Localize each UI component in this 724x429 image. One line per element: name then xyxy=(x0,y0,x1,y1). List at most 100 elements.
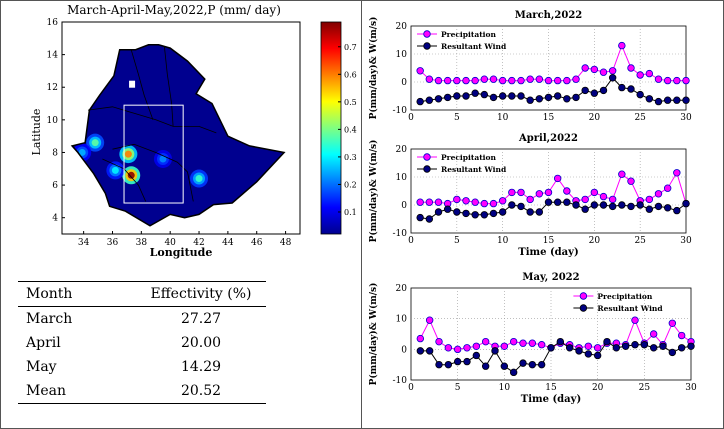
y-tick-label: 10 xyxy=(396,173,408,183)
precip-point xyxy=(535,190,544,198)
precip-point xyxy=(519,339,527,347)
wind-point xyxy=(500,362,509,370)
map-y-tick-label: 12 xyxy=(47,83,58,93)
y-tick-label: 10 xyxy=(396,315,408,325)
colorbar-tick-label: 0.6 xyxy=(344,70,357,79)
map-x-tick-label: 46 xyxy=(251,238,263,248)
precip-point xyxy=(517,188,525,197)
legend-marker xyxy=(423,153,431,161)
y-tick-label: -10 xyxy=(393,106,408,116)
precip-point xyxy=(631,316,639,324)
region-border xyxy=(164,46,174,127)
wind-point xyxy=(663,204,672,212)
header-effectivity: Effectivity (%) xyxy=(150,286,252,302)
wind-point xyxy=(535,208,544,216)
precip-point xyxy=(663,184,672,192)
wind-point xyxy=(673,96,681,104)
row-value: 27.27 xyxy=(180,311,222,327)
precip-point xyxy=(627,177,635,185)
map-title: March-April-May,2022,P (mm/ day) xyxy=(67,3,281,17)
wind-point xyxy=(519,359,527,367)
precip-point xyxy=(434,198,443,206)
precip-point xyxy=(645,69,654,78)
precip-point xyxy=(654,75,663,83)
wind-point xyxy=(590,201,599,209)
precip-point xyxy=(481,337,490,346)
x-tick-label: 30 xyxy=(680,113,692,123)
wind-point xyxy=(599,201,608,209)
precip-point xyxy=(498,76,507,85)
wind-point xyxy=(631,341,639,349)
wind-point xyxy=(425,96,434,104)
x-tick-label: 25 xyxy=(634,236,646,246)
precip-point xyxy=(425,198,434,206)
row-value: 20.52 xyxy=(180,383,222,399)
precip-point xyxy=(453,345,462,354)
wind-point xyxy=(472,351,481,360)
precip-point xyxy=(663,76,672,85)
wind-point xyxy=(553,198,562,206)
wind-point xyxy=(581,205,589,213)
x-tick-label: 15 xyxy=(545,383,557,393)
precip-point xyxy=(435,337,443,346)
precip-point xyxy=(553,76,562,85)
hotspot xyxy=(127,171,135,179)
hotspot xyxy=(78,148,86,156)
x-tick-label: 20 xyxy=(589,236,601,246)
row-month: Mean xyxy=(26,383,66,399)
precip-point xyxy=(668,319,677,327)
precip-point xyxy=(553,174,562,183)
x-tick-label: 0 xyxy=(408,236,414,246)
hotspot xyxy=(195,175,203,183)
wind-point xyxy=(416,97,424,106)
wind-point xyxy=(508,201,516,209)
x-tick-label: 20 xyxy=(589,113,601,123)
colorbar-tick-label: 0.1 xyxy=(344,208,357,217)
precip-point xyxy=(563,187,571,195)
wind-point xyxy=(498,208,507,216)
x-tick-label: 10 xyxy=(497,113,509,123)
y-axis-label: P(mm/day)& W(m/s) xyxy=(368,140,379,243)
map-y-ticks: 4 6 8 10 12 14 16 xyxy=(47,18,65,224)
colorbar-tick-label: 0.3 xyxy=(344,153,357,162)
wind-point xyxy=(462,209,470,218)
precip-point xyxy=(608,67,617,75)
precip-point xyxy=(599,68,608,76)
legend-marker xyxy=(579,292,588,300)
legend-marker xyxy=(423,165,431,173)
wind-point xyxy=(471,89,479,97)
wind-point xyxy=(547,344,555,352)
wind-point xyxy=(565,344,574,352)
map-ylabel: Latitude xyxy=(30,109,43,156)
wind-point xyxy=(425,347,434,355)
map-x-tick-label: 34 xyxy=(78,238,90,248)
x-tick-label: 30 xyxy=(680,236,692,246)
table-header-row: Month Effectivity (%) xyxy=(18,281,266,307)
precip-point xyxy=(649,330,658,338)
row-month: March xyxy=(26,311,73,327)
wind-point xyxy=(618,201,626,209)
map-x-ticks: 34 36 38 40 42 44 46 48 xyxy=(78,231,292,248)
precip-point xyxy=(472,342,481,350)
wind-point xyxy=(509,368,518,377)
wind-point xyxy=(682,199,690,208)
precip-point xyxy=(480,199,489,208)
colorbar-tick-label: 0.5 xyxy=(344,98,357,107)
effectivity-table: Month Effectivity (%) March 27.27 April … xyxy=(18,281,266,404)
x-tick-label: 10 xyxy=(499,383,511,393)
precip-point xyxy=(471,198,479,206)
map-x-tick-label: 48 xyxy=(280,238,292,248)
precip-point xyxy=(489,75,498,83)
wind-point xyxy=(603,337,611,346)
hotspot xyxy=(124,150,132,158)
wind-point xyxy=(608,74,617,82)
legend-label: Precipitation xyxy=(441,30,497,39)
precip-point xyxy=(498,197,507,205)
precip-point xyxy=(673,76,681,85)
wind-point xyxy=(584,350,593,358)
x-axis-label: Time (day) xyxy=(518,247,578,258)
precip-point xyxy=(517,76,525,85)
precip-point xyxy=(453,76,461,85)
